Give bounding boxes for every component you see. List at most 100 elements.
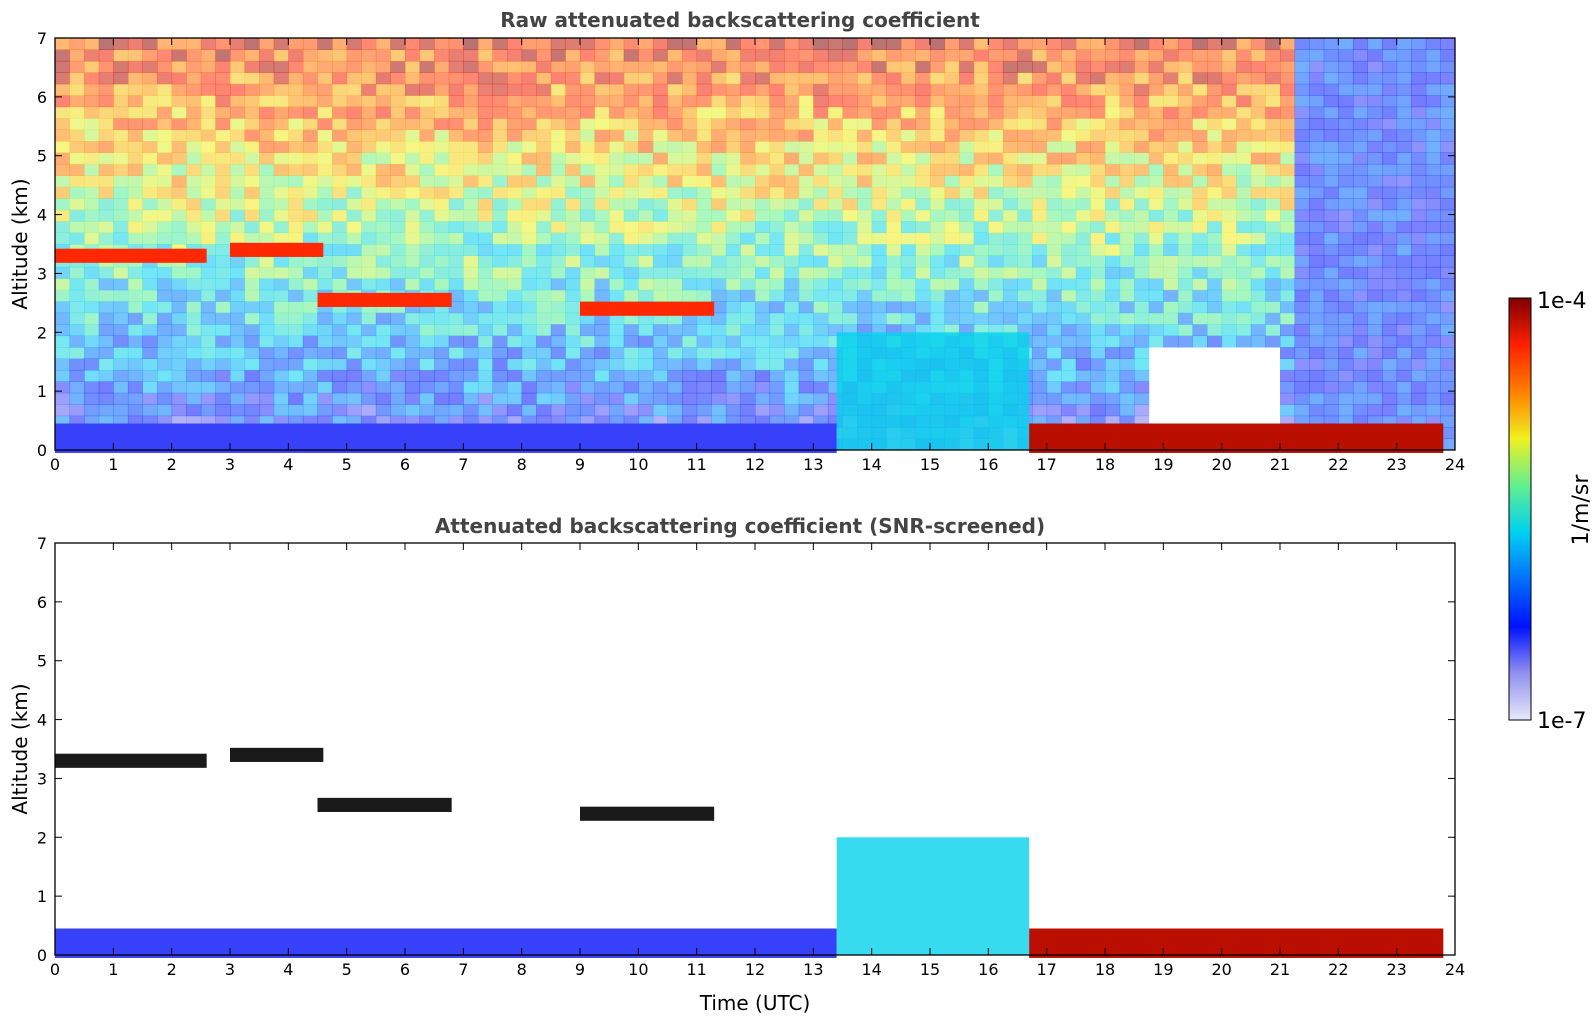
noise-cell xyxy=(419,129,435,142)
noise-cell xyxy=(930,289,946,302)
noise-cell xyxy=(594,266,610,279)
noise-cell xyxy=(1148,266,1164,279)
noise-cell xyxy=(1294,266,1310,279)
noise-cell xyxy=(477,72,493,85)
noise-cell xyxy=(1338,186,1354,199)
noise-cell xyxy=(186,415,202,428)
noise-cell xyxy=(419,324,435,337)
noise-cell xyxy=(419,186,435,199)
noise-cell xyxy=(1134,232,1150,245)
noise-cell xyxy=(1105,335,1121,348)
noise-cell xyxy=(580,347,596,359)
noise-cell xyxy=(1323,289,1339,302)
noise-cell xyxy=(580,369,596,382)
noise-cell xyxy=(492,95,508,108)
noise-cell xyxy=(1046,129,1062,142)
noise-cell xyxy=(1396,221,1412,234)
noise-cell xyxy=(1294,381,1310,394)
noise-cell xyxy=(317,266,333,279)
noise-cell xyxy=(157,335,173,348)
noise-cell xyxy=(215,186,231,199)
noise-cell xyxy=(477,106,493,119)
noise-cell xyxy=(1382,415,1398,428)
noise-cell xyxy=(900,118,916,131)
noise-cell xyxy=(1396,335,1412,348)
noise-cell xyxy=(623,95,639,108)
noise-cell xyxy=(609,72,625,85)
noise-cell xyxy=(973,244,989,256)
noise-cell xyxy=(696,141,712,153)
noise-cell xyxy=(769,289,785,302)
noise-cell xyxy=(200,404,216,417)
noise-cell xyxy=(1265,186,1281,199)
noise-cell xyxy=(113,152,129,165)
noise-cell xyxy=(696,83,712,96)
noise-cell xyxy=(55,60,71,73)
noise-cell xyxy=(1046,198,1062,211)
noise-cell xyxy=(69,301,85,314)
noise-cell xyxy=(652,369,668,382)
noise-cell xyxy=(1352,209,1368,222)
noise-cell xyxy=(871,163,887,176)
noise-cell xyxy=(288,129,304,142)
noise-cell xyxy=(1192,301,1208,314)
noise-cell xyxy=(944,95,960,108)
noise-cell xyxy=(405,358,421,371)
noise-cell xyxy=(463,335,479,348)
noise-cell xyxy=(477,415,493,428)
noise-cell xyxy=(1382,106,1398,119)
noise-cell xyxy=(1280,324,1296,337)
noise-cell xyxy=(1046,209,1062,222)
x-tick-label-raw: 15 xyxy=(920,455,940,474)
noise-cell xyxy=(536,404,552,417)
noise-cell xyxy=(230,95,246,108)
noise-cell xyxy=(273,60,289,73)
noise-cell xyxy=(405,129,421,142)
noise-cell xyxy=(550,129,566,142)
noise-cell xyxy=(98,118,114,131)
noise-cell xyxy=(273,141,289,153)
noise-cell xyxy=(317,72,333,85)
noise-cell xyxy=(711,392,727,405)
noise-cell xyxy=(827,163,843,176)
noise-cell xyxy=(288,186,304,199)
noise-cell xyxy=(652,129,668,142)
noise-cell xyxy=(973,221,989,234)
noise-cell xyxy=(142,266,158,279)
noise-cell xyxy=(1061,312,1077,325)
noise-cell xyxy=(1134,95,1150,108)
noise-cell xyxy=(696,312,712,325)
noise-cell xyxy=(886,244,902,256)
noise-cell xyxy=(1309,324,1325,337)
noise-cell xyxy=(1075,369,1091,382)
noise-cell xyxy=(84,347,100,359)
noise-cell xyxy=(536,347,552,359)
noise-cell xyxy=(988,118,1004,131)
noise-cell xyxy=(1425,118,1441,131)
noise-cell xyxy=(98,186,114,199)
noise-cell xyxy=(1046,163,1062,176)
noise-cell xyxy=(594,209,610,222)
noise-cell xyxy=(565,347,581,359)
noise-cell xyxy=(492,358,508,371)
noise-cell xyxy=(871,38,887,50)
noise-cell xyxy=(1236,289,1252,302)
noise-cell xyxy=(171,118,187,131)
noise-cell xyxy=(84,60,100,73)
noise-cell xyxy=(711,369,727,382)
noise-cell xyxy=(1046,392,1062,405)
noise-cell xyxy=(1265,266,1281,279)
noise-cell xyxy=(711,324,727,337)
noise-cell xyxy=(1032,95,1048,108)
noise-cell xyxy=(98,141,114,153)
noise-cell xyxy=(405,381,421,394)
noise-cell xyxy=(1090,278,1106,291)
noise-cell xyxy=(988,163,1004,176)
noise-cell xyxy=(477,324,493,337)
noise-cell xyxy=(507,152,523,165)
noise-cell xyxy=(1425,186,1441,199)
noise-cell xyxy=(1309,301,1325,314)
noise-cell xyxy=(740,38,756,50)
noise-cell xyxy=(784,163,800,176)
noise-cell xyxy=(390,358,406,371)
